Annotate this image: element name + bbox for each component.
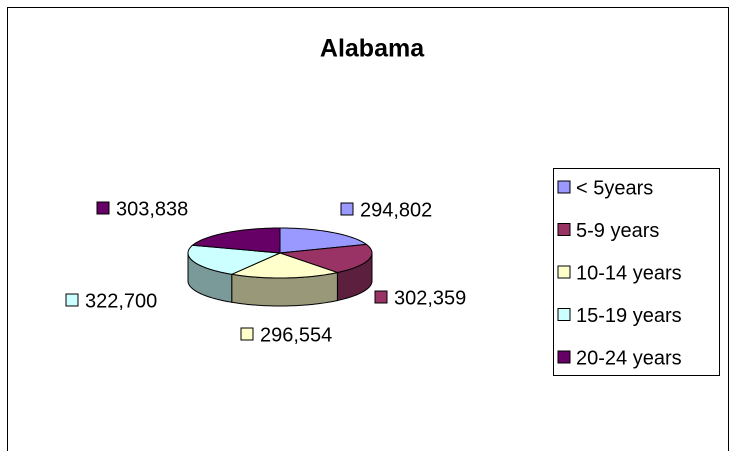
label-swatch bbox=[96, 201, 110, 215]
legend-swatch bbox=[557, 265, 571, 279]
data-label: 303,838 bbox=[116, 198, 188, 220]
label-swatch bbox=[65, 293, 79, 307]
label-swatch bbox=[374, 290, 388, 304]
pie-slice bbox=[191, 227, 281, 254]
data-label: 302,359 bbox=[394, 287, 466, 309]
label-swatch bbox=[340, 202, 354, 216]
legend-swatch bbox=[557, 308, 571, 321]
data-label: 322,700 bbox=[85, 290, 157, 312]
legend-label: 10-14 years bbox=[576, 262, 682, 284]
legend-box bbox=[553, 168, 720, 376]
legend-label: 5-9 years bbox=[576, 220, 659, 242]
label-swatch bbox=[240, 327, 254, 341]
legend-label: 15-19 years bbox=[576, 305, 682, 327]
chart-frame bbox=[7, 7, 729, 451]
pie-slice bbox=[230, 252, 340, 279]
legend-swatch bbox=[557, 180, 571, 194]
pie-slice bbox=[279, 227, 368, 254]
pie-slice bbox=[279, 243, 373, 274]
data-label: 296,554 bbox=[260, 324, 332, 346]
legend-swatch bbox=[557, 350, 571, 364]
data-label: 294,802 bbox=[360, 199, 432, 221]
pie-slice bbox=[187, 244, 281, 275]
legend-label: 20-24 years bbox=[576, 347, 682, 369]
chart-title: Alabama bbox=[320, 35, 425, 63]
legend-swatch bbox=[557, 223, 571, 236]
legend-label: < 5years bbox=[576, 177, 653, 199]
